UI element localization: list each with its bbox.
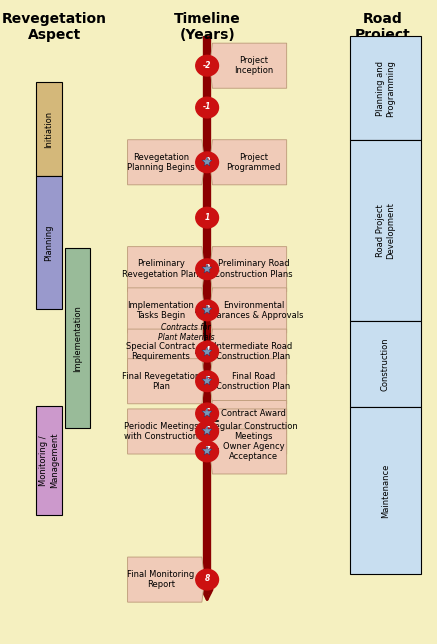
Text: 7: 7 — [205, 446, 210, 455]
Text: 4: 4 — [205, 346, 210, 355]
Ellipse shape — [196, 421, 218, 442]
Polygon shape — [210, 401, 287, 426]
Polygon shape — [210, 429, 287, 474]
Polygon shape — [128, 140, 205, 185]
Text: Project
Programmed: Project Programmed — [226, 153, 281, 172]
Polygon shape — [128, 359, 205, 404]
Text: Final Road
Construction Plan: Final Road Construction Plan — [216, 372, 291, 391]
Text: Intermediate Road
Construction Plan: Intermediate Road Construction Plan — [214, 342, 293, 361]
Ellipse shape — [196, 55, 218, 76]
Polygon shape — [210, 140, 287, 185]
Text: 6: 6 — [205, 408, 210, 417]
Ellipse shape — [196, 341, 218, 362]
Polygon shape — [128, 409, 205, 454]
Text: Preliminary
Revegetation Plan: Preliminary Revegetation Plan — [122, 260, 199, 279]
Text: Owner Agency
Acceptance: Owner Agency Acceptance — [222, 442, 284, 461]
Text: Implementation
Tasks Begin: Implementation Tasks Begin — [127, 301, 194, 320]
Ellipse shape — [196, 371, 218, 392]
Ellipse shape — [196, 259, 218, 279]
Text: 1: 1 — [205, 213, 210, 222]
Polygon shape — [210, 409, 287, 454]
Text: Implementation: Implementation — [73, 305, 82, 372]
Text: Environmental
Clearances & Approvals: Environmental Clearances & Approvals — [203, 301, 304, 320]
FancyBboxPatch shape — [350, 140, 421, 321]
Polygon shape — [210, 329, 287, 374]
Text: Road
Project: Road Project — [354, 12, 410, 42]
Text: Maintenance: Maintenance — [381, 464, 390, 518]
Text: Preliminary Road
Construction Plans: Preliminary Road Construction Plans — [214, 260, 293, 279]
Text: 0: 0 — [205, 157, 210, 166]
Text: Project
Inception: Project Inception — [234, 56, 273, 75]
Text: Special Contract
Requirements: Special Contract Requirements — [126, 342, 195, 361]
Polygon shape — [128, 329, 205, 374]
Polygon shape — [210, 43, 287, 88]
Polygon shape — [128, 557, 205, 602]
Text: Planning: Planning — [45, 224, 53, 261]
Polygon shape — [210, 359, 287, 404]
Ellipse shape — [196, 569, 218, 590]
FancyBboxPatch shape — [350, 407, 421, 574]
Text: -2: -2 — [203, 61, 212, 70]
Text: Revegetation
Aspect: Revegetation Aspect — [2, 12, 107, 42]
FancyBboxPatch shape — [65, 248, 90, 428]
Text: 3: 3 — [205, 305, 210, 314]
Text: 6: 6 — [205, 426, 210, 435]
Text: Contract Award: Contract Award — [221, 409, 286, 418]
FancyBboxPatch shape — [350, 36, 421, 140]
Ellipse shape — [196, 97, 218, 118]
Text: Initiation: Initiation — [45, 111, 53, 147]
Text: Timeline
(Years): Timeline (Years) — [174, 12, 240, 42]
FancyBboxPatch shape — [36, 176, 62, 309]
FancyBboxPatch shape — [36, 406, 62, 515]
Ellipse shape — [196, 300, 218, 321]
FancyBboxPatch shape — [36, 82, 62, 176]
Text: Road Project
Development: Road Project Development — [375, 202, 395, 259]
Text: Contracts for
Plant Materials: Contracts for Plant Materials — [158, 323, 215, 342]
Text: Final Revegetation
Plan: Final Revegetation Plan — [121, 372, 200, 391]
Polygon shape — [128, 247, 205, 292]
Ellipse shape — [196, 152, 218, 173]
Text: Periodic Meetings
with Construction: Periodic Meetings with Construction — [124, 422, 198, 441]
Text: Final Monitoring
Report: Final Monitoring Report — [127, 570, 194, 589]
Text: 2: 2 — [205, 264, 210, 273]
Text: 5: 5 — [205, 376, 210, 385]
Ellipse shape — [196, 403, 218, 424]
Text: Planning and
Programming: Planning and Programming — [375, 60, 395, 117]
Text: Construction: Construction — [381, 337, 390, 391]
Polygon shape — [210, 288, 287, 333]
Ellipse shape — [196, 441, 218, 462]
Polygon shape — [210, 247, 287, 292]
Ellipse shape — [196, 207, 218, 228]
Polygon shape — [128, 288, 205, 333]
Text: 8: 8 — [205, 574, 210, 583]
Text: Regular Construction
Meetings: Regular Construction Meetings — [209, 422, 298, 441]
Text: -1: -1 — [203, 102, 212, 111]
Text: Monitoring /
Management: Monitoring / Management — [39, 433, 59, 488]
FancyBboxPatch shape — [350, 321, 421, 407]
Text: Revegetation
Planning Begins: Revegetation Planning Begins — [127, 153, 195, 172]
